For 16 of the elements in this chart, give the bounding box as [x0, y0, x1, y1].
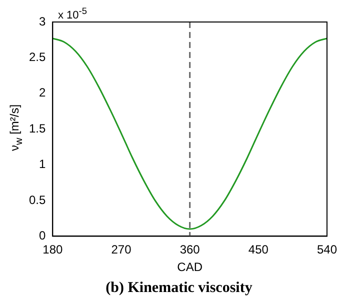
x-tick-label: 540	[316, 242, 338, 257]
y-tick-label: 3	[38, 14, 46, 28]
x-axis-title: CAD	[177, 260, 203, 274]
annotation: x 10$^{-5}$	[58, 6, 87, 22]
y-tick-label: 1.5	[28, 121, 46, 136]
text: (b) Kinematic viscosity	[106, 280, 253, 296]
y-tick-label: 0	[38, 228, 46, 243]
y-tick-label: 0.5	[28, 192, 46, 207]
y-tick-label: 1	[38, 157, 46, 172]
y-tick-label: 2.5	[28, 50, 46, 64]
x-tick-label: 360	[180, 242, 200, 257]
x-tick-label: 180	[42, 242, 64, 257]
x-tick-label: 450	[248, 242, 269, 257]
x-tick-label: 270	[111, 242, 132, 257]
line-series	[52, 38, 327, 230]
y-tick-label: 2	[38, 86, 46, 100]
